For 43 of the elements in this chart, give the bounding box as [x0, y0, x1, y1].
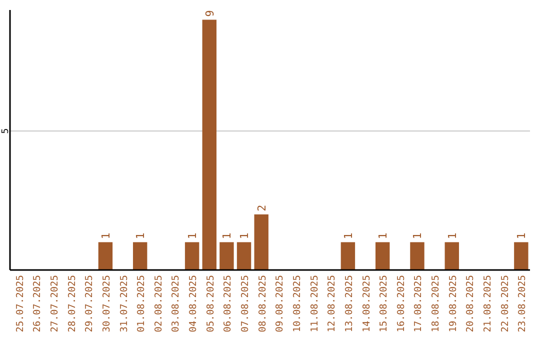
x-tick-label: 02.08.2025	[153, 275, 164, 332]
x-tick-label: 09.08.2025	[274, 275, 286, 332]
x-tick-label: 20.08.2025	[465, 275, 476, 332]
x-tick-label: 22.08.2025	[500, 275, 511, 332]
x-tick-label: 05.08.2025	[205, 275, 216, 332]
x-tick-label: 18.08.2025	[430, 275, 442, 332]
x-tick-label: 14.08.2025	[361, 275, 372, 332]
data-label: 9	[203, 10, 216, 17]
x-tick-label: 17.08.2025	[413, 275, 424, 332]
x-tick-label: 12.08.2025	[326, 275, 338, 332]
x-tick-label: 10.08.2025	[292, 275, 303, 332]
x-tick-label: 03.08.2025	[170, 275, 182, 332]
x-tick-label: 04.08.2025	[188, 275, 200, 332]
x-tick-label: 19.08.2025	[448, 275, 459, 332]
x-tick-label: 15.08.2025	[378, 275, 390, 332]
x-tick-label: 11.08.2025	[309, 275, 320, 332]
x-tick-label: 23.08.2025	[517, 275, 528, 332]
data-label: 1	[99, 232, 112, 240]
data-label: 2	[255, 204, 268, 212]
data-label: 1	[342, 232, 355, 240]
data-label: 1	[220, 232, 234, 240]
x-tick-label: 30.07.2025	[101, 275, 112, 332]
x-tick-label: 08.08.2025	[257, 275, 268, 332]
data-label: 1	[134, 232, 148, 240]
data-label: 1	[238, 232, 252, 240]
data-label: 1	[186, 232, 200, 240]
x-tick-label: 25.07.2025	[14, 275, 26, 332]
data-label: 1	[376, 232, 390, 240]
data-label: 1	[515, 232, 528, 240]
x-tick-label: 01.08.2025	[136, 275, 148, 332]
x-tick-label: 16.08.2025	[396, 275, 407, 332]
x-tick-label: 29.07.2025	[84, 275, 96, 332]
x-tick-label: 27.07.2025	[49, 275, 60, 332]
x-tick-label: 21.08.2025	[482, 275, 494, 332]
x-tick-label: 26.07.2025	[32, 275, 44, 332]
x-tick-label: 13.08.2025	[344, 275, 355, 332]
data-label: 1	[446, 232, 459, 240]
y-tick-label: 5	[1, 128, 11, 134]
x-tick-label: 06.08.2025	[222, 275, 234, 332]
data-label: 1	[411, 232, 424, 240]
x-tick-label: 31.07.2025	[118, 275, 130, 332]
x-tick-label: 07.08.2025	[240, 275, 252, 332]
x-tick-label: 28.07.2025	[66, 275, 78, 332]
